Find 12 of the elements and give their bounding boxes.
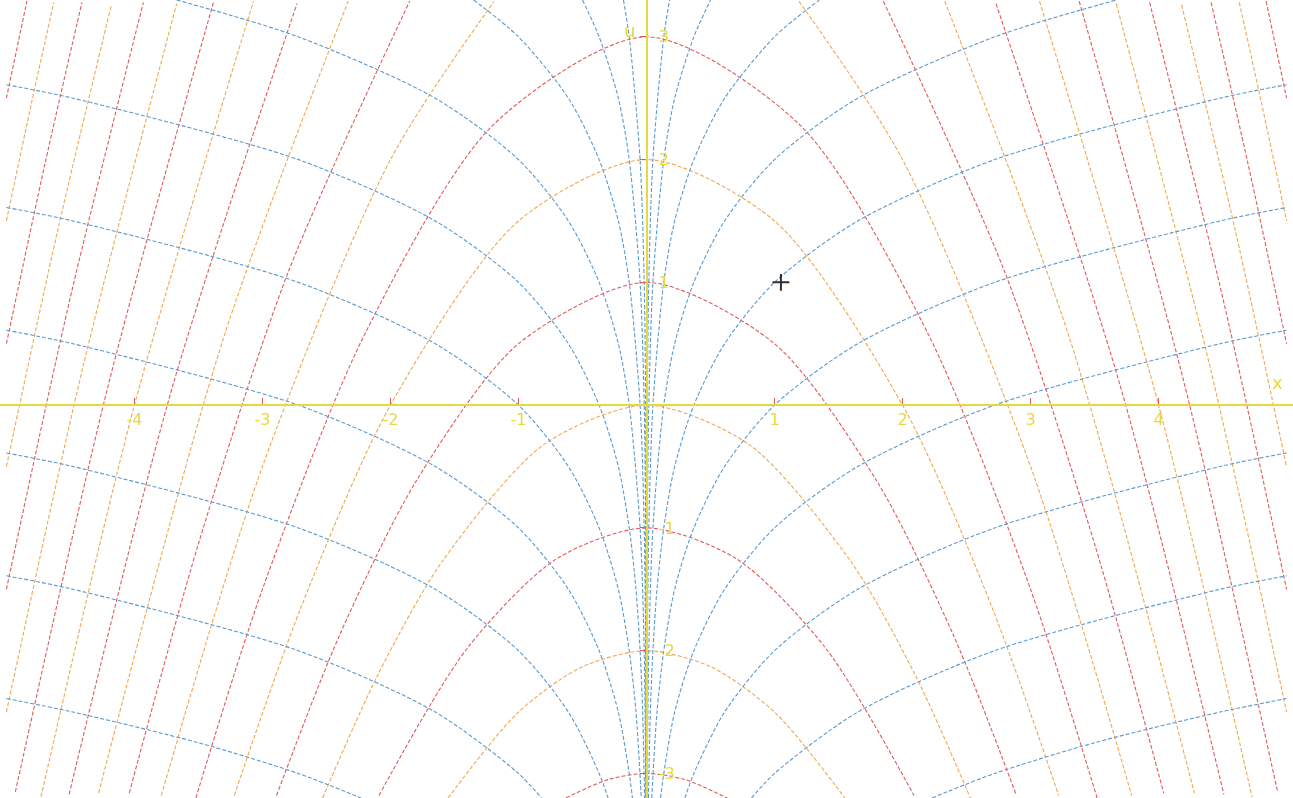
y-tick-label: 3 <box>658 27 669 47</box>
x-tick-label: 2 <box>897 410 908 430</box>
x-tick-label: 1 <box>769 410 780 430</box>
x-tick-label: -3 <box>254 410 271 430</box>
x-axis-title: x <box>1272 372 1283 393</box>
x-tick-label: -4 <box>126 410 143 430</box>
x-tick-label: -1 <box>510 410 527 430</box>
x-tick-label: 4 <box>1153 410 1164 430</box>
x-tick-label: -2 <box>382 410 399 430</box>
x-tick-label: 3 <box>1025 410 1036 430</box>
y-axis-title: u <box>624 20 636 41</box>
y-tick-label: -1 <box>658 518 675 538</box>
